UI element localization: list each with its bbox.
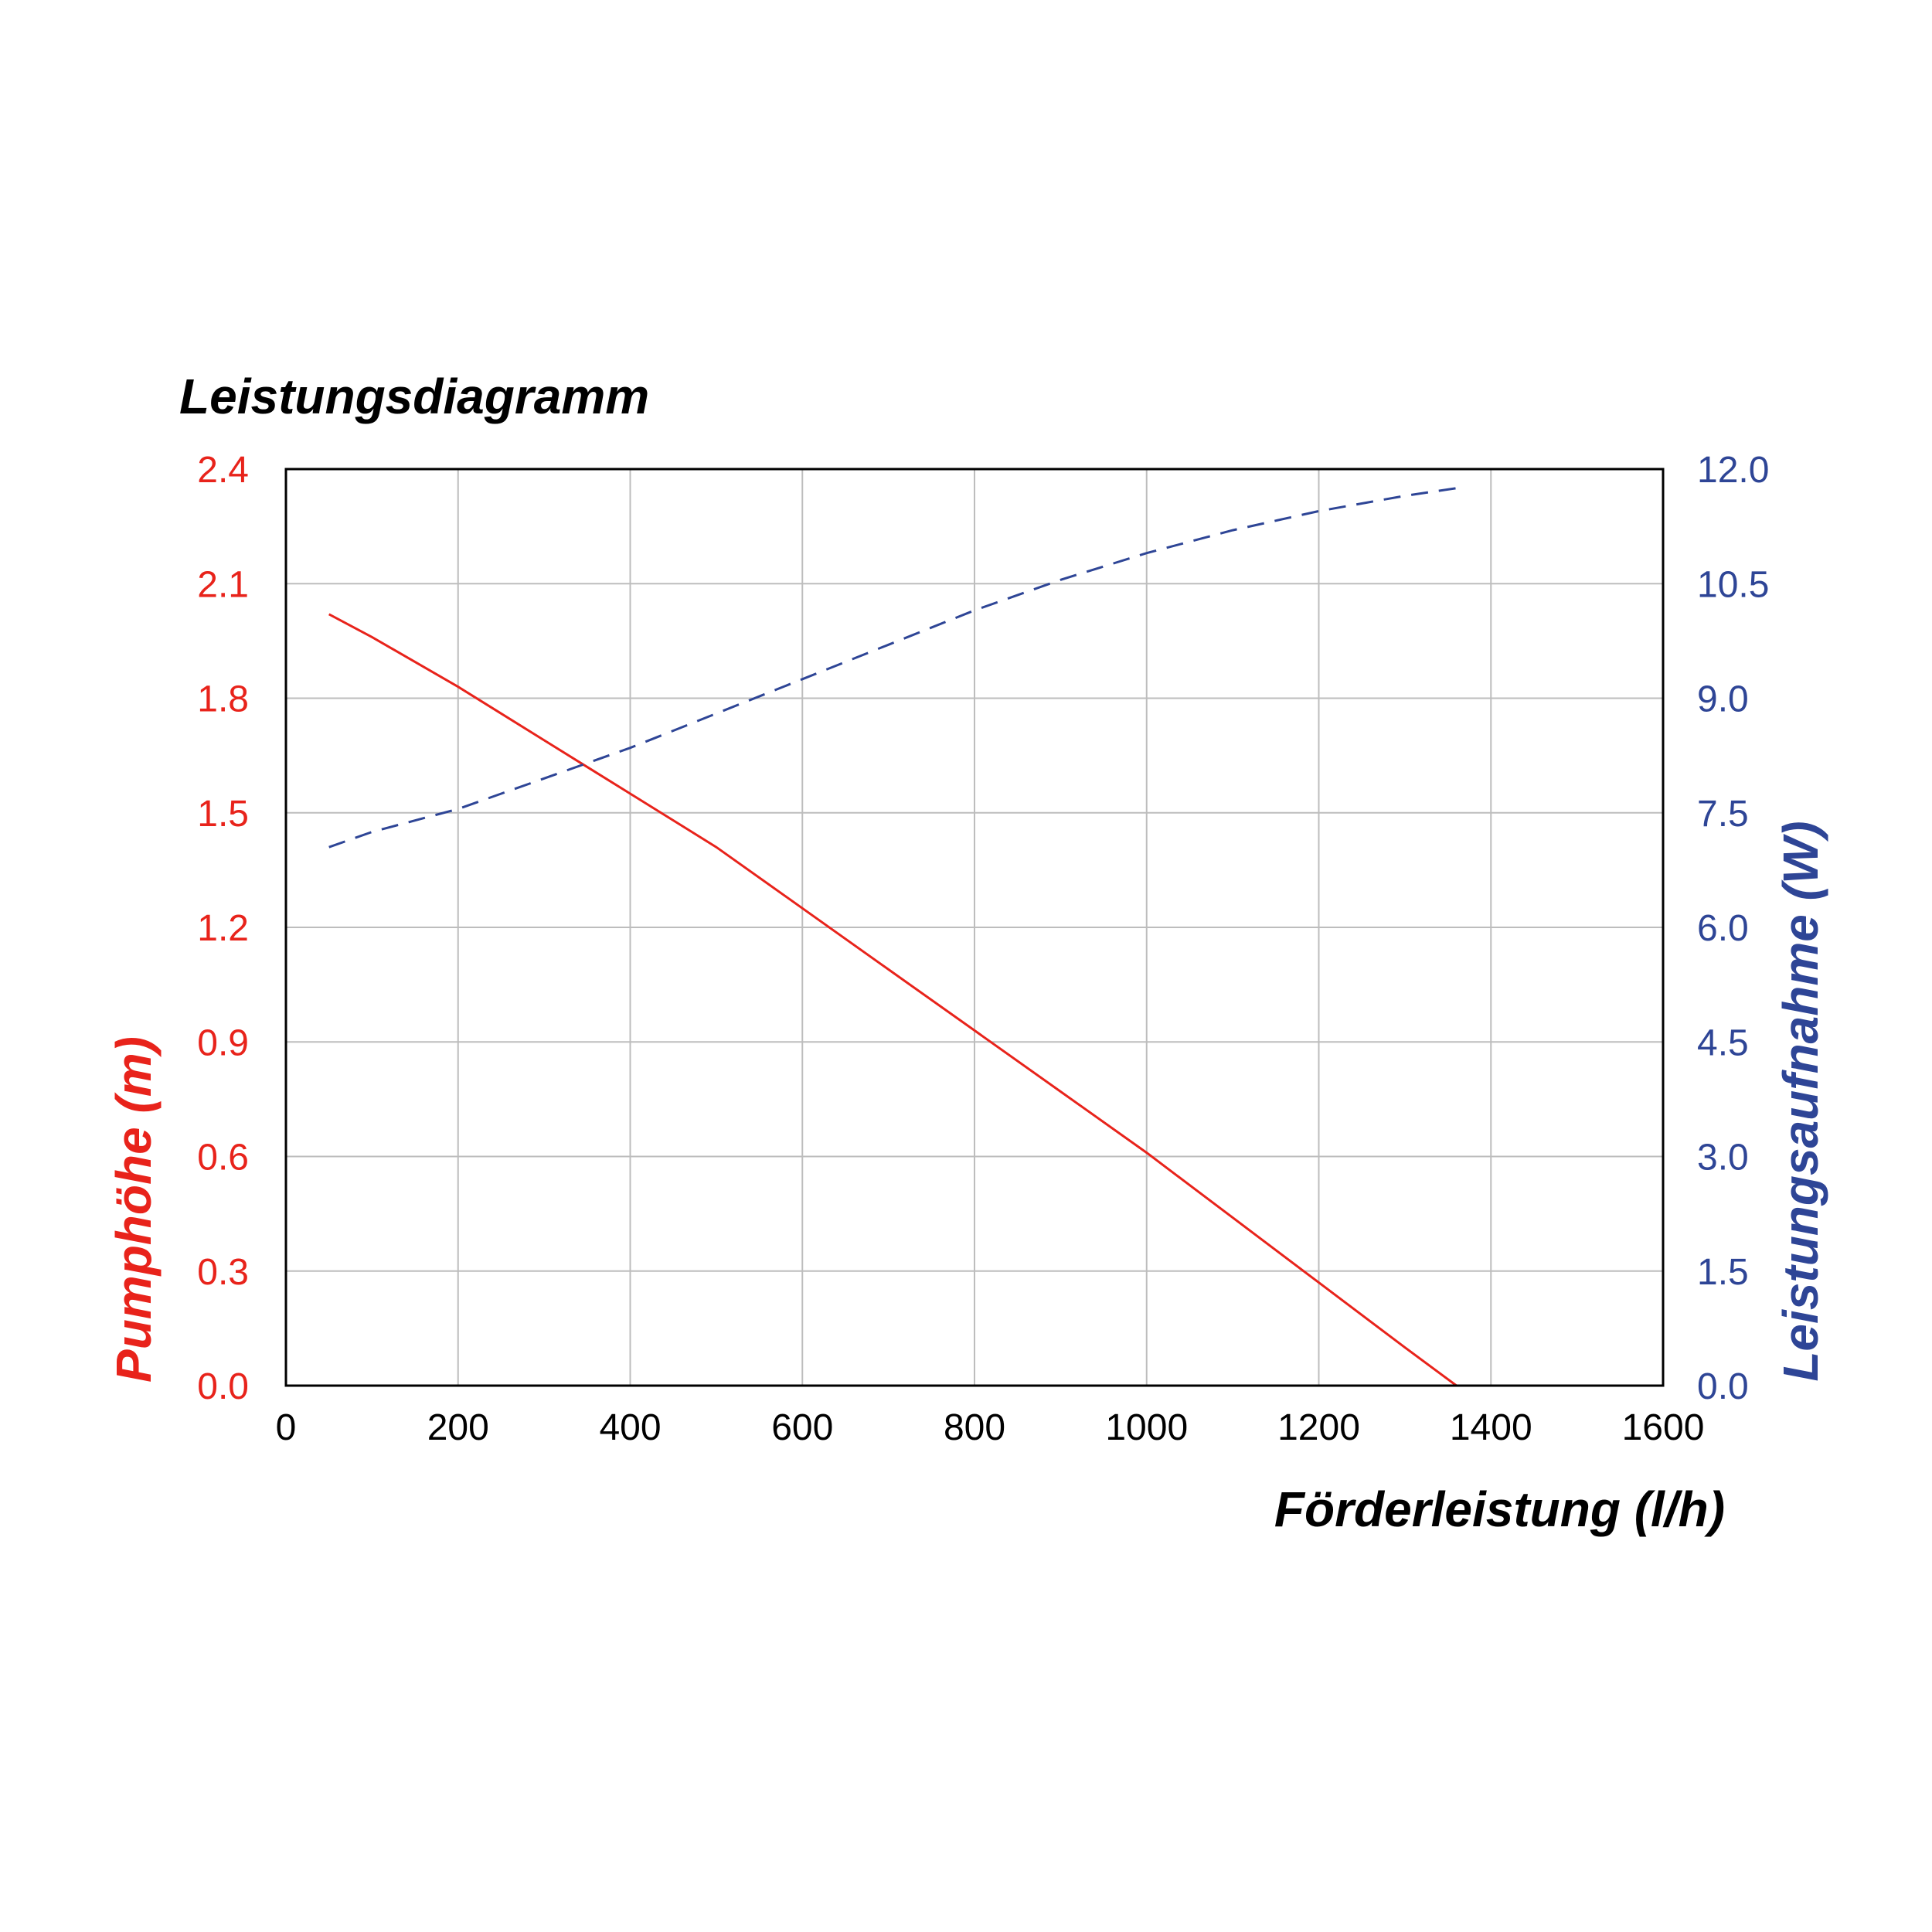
series-line-head xyxy=(328,613,1458,1387)
y-right-tick-label: 6.0 xyxy=(1697,908,1749,949)
x-tick-label: 1000 xyxy=(1105,1407,1188,1448)
y-right-axis-title: Leistungsaufnahme (W) xyxy=(1773,821,1828,1381)
x-tick-label: 1600 xyxy=(1622,1407,1705,1448)
y-right-tick-label: 3.0 xyxy=(1697,1138,1749,1179)
y-left-tick-labels: 0.0 0.3 0.6 0.9 1.2 1.5 1.8 2.1 2.4 xyxy=(197,450,249,1407)
y-right-tick-label: 12.0 xyxy=(1697,450,1769,491)
y-right-tick-label: 4.5 xyxy=(1697,1022,1749,1063)
x-tick-label: 400 xyxy=(599,1407,661,1448)
y-left-tick-label: 0.0 xyxy=(197,1366,249,1407)
x-tick-labels: 0 200 400 600 800 1000 1200 1400 1600 xyxy=(276,1407,1705,1448)
y-right-tick-label: 9.0 xyxy=(1697,679,1749,720)
y-left-tick-label: 1.8 xyxy=(197,679,249,720)
plot-frame xyxy=(284,468,1665,1387)
x-tick-label: 1200 xyxy=(1277,1407,1360,1448)
y-left-tick-label: 2.4 xyxy=(197,450,249,491)
y-left-axis-title: Pumphöhe (m) xyxy=(106,1036,162,1383)
grid-lines xyxy=(285,468,1664,1386)
x-tick-label: 1400 xyxy=(1450,1407,1532,1448)
y-left-tick-label: 0.3 xyxy=(197,1252,249,1293)
y-right-tick-label: 0.0 xyxy=(1697,1366,1749,1407)
y-left-tick-label: 0.9 xyxy=(197,1022,249,1063)
x-tick-label: 600 xyxy=(771,1407,833,1448)
y-left-tick-label: 1.2 xyxy=(197,908,249,949)
x-tick-label: 0 xyxy=(276,1407,297,1448)
y-left-tick-label: 1.5 xyxy=(197,794,249,835)
y-left-tick-label: 0.6 xyxy=(197,1138,249,1179)
y-right-tick-labels: 0.0 1.5 3.0 4.5 6.0 7.5 9.0 10.5 12.0 xyxy=(1697,450,1769,1407)
series-line-power xyxy=(328,487,1457,849)
x-axis-title: Förderleistung (l/h) xyxy=(1274,1481,1725,1537)
y-right-tick-label: 10.5 xyxy=(1697,564,1769,605)
x-tick-label: 800 xyxy=(944,1407,1005,1448)
y-right-tick-label: 7.5 xyxy=(1697,794,1749,835)
y-right-tick-label: 1.5 xyxy=(1697,1252,1749,1293)
y-left-tick-label: 2.1 xyxy=(197,564,249,605)
x-tick-label: 200 xyxy=(427,1407,489,1448)
series-lines xyxy=(328,487,1458,1387)
chart-title: Leistungsdiagramm xyxy=(179,369,649,424)
